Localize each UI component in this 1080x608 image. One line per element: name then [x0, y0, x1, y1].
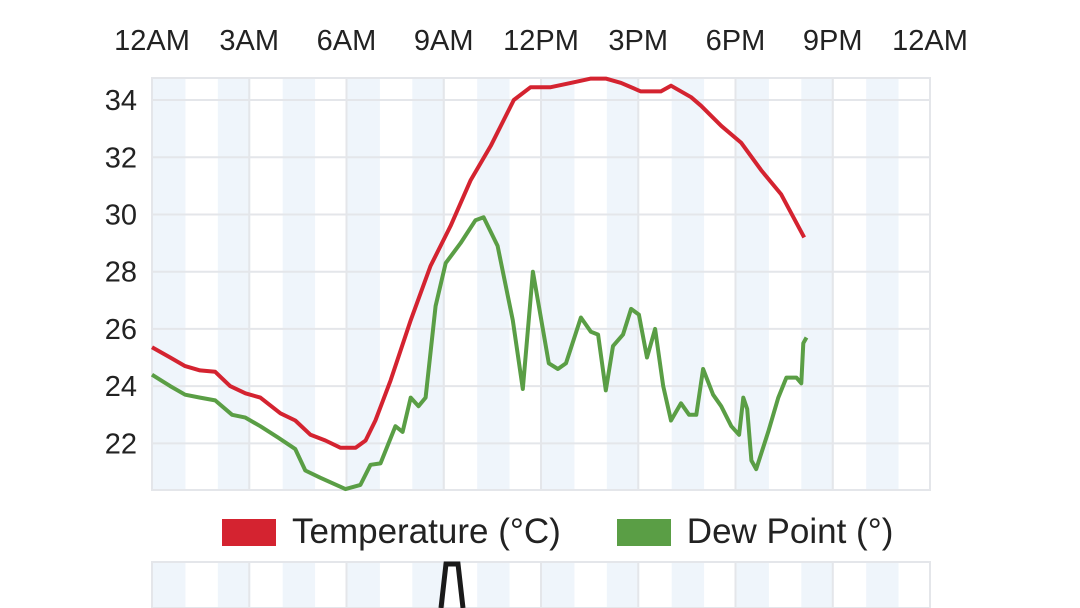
hour-stripe [347, 79, 380, 489]
hour-stripe [542, 79, 575, 489]
hour-stripe [347, 563, 380, 607]
chart-legend: Temperature (°C) Dew Point (°) [222, 512, 949, 552]
x-tick-label: 3PM [608, 25, 668, 57]
x-tick-label: 9AM [414, 25, 474, 57]
y-tick-label: 28 [105, 257, 137, 289]
temperature-line [151, 76, 806, 450]
y-tick-label: 32 [105, 142, 137, 174]
hour-stripe [153, 563, 186, 607]
hour-stripe [477, 563, 510, 607]
hour-stripe [866, 563, 899, 607]
hour-stripe [801, 563, 834, 607]
legend-swatch-temperature [222, 518, 276, 546]
x-tick-label: 3AM [219, 25, 279, 57]
x-tick-label: 6PM [706, 25, 766, 57]
y-tick-label: 34 [105, 85, 137, 117]
lower-panel-line [438, 561, 466, 608]
hour-stripe [671, 563, 705, 607]
hour-stripe [736, 563, 769, 607]
legend-swatch-dew-point [616, 518, 671, 546]
hour-stripe [606, 563, 640, 607]
legend-label-dew-point: Dew Point (°) [686, 512, 894, 551]
legend-item-dew-point[interactable]: Dew Point (°) [616, 512, 894, 552]
x-tick-label: 9PM [803, 25, 863, 57]
legend-label-temperature: Temperature (°C) [292, 512, 561, 551]
hour-stripe [282, 79, 316, 489]
hour-stripe [282, 563, 316, 607]
x-tick-label: 12PM [503, 25, 579, 57]
y-tick-label: 24 [105, 371, 137, 403]
hour-stripe [412, 563, 445, 607]
y-tick-label: 30 [105, 199, 137, 231]
x-tick-label: 12AM [114, 25, 190, 57]
dew-point-line [150, 215, 809, 492]
y-tick-label: 26 [105, 314, 137, 346]
hour-stripe [153, 79, 186, 489]
x-tick-label: 12AM [892, 25, 968, 57]
hour-stripe [671, 79, 705, 489]
hour-stripe [542, 563, 575, 607]
y-tick-label: 22 [105, 428, 137, 460]
hour-stripe [217, 79, 251, 489]
hour-stripe [801, 79, 834, 489]
legend-item-temperature[interactable]: Temperature (°C) [222, 512, 561, 552]
hour-stripe [866, 79, 899, 489]
hour-stripe [606, 79, 640, 489]
hour-stripe [217, 563, 251, 607]
x-tick-label: 6AM [317, 25, 377, 57]
